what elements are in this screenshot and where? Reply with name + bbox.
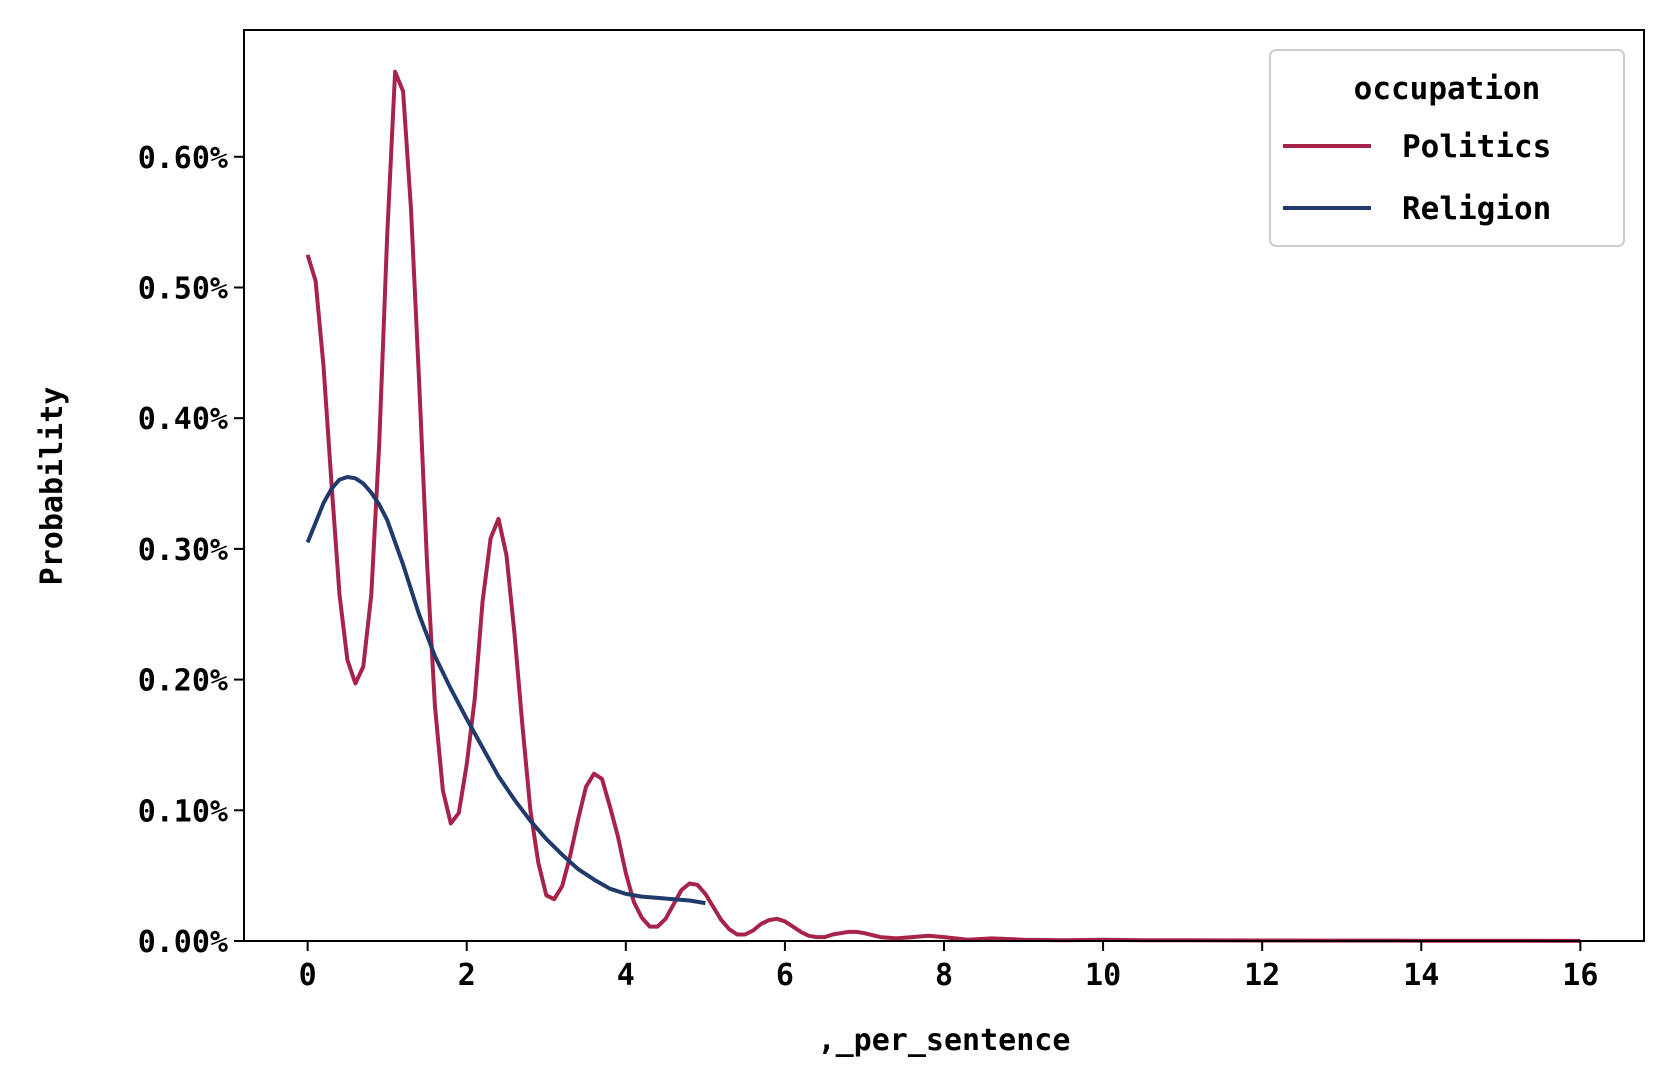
x-axis: 0 2 4 6 8 10 12 14 16 [299, 941, 1598, 993]
y-tick-label: 0.30% [138, 533, 228, 568]
y-axis-label: Probability [35, 387, 70, 586]
series-line-politics [305, 69, 1581, 943]
y-tick-label: 0.00% [138, 925, 228, 960]
x-tick-label: 8 [935, 958, 953, 993]
y-tick-label: 0.40% [138, 402, 228, 437]
y-axis: 0.00% 0.10% 0.20% 0.30% 0.40% 0.50% 0.60% [138, 141, 244, 960]
x-tick-label: 12 [1244, 958, 1280, 993]
legend-label-religion: Religion [1402, 191, 1551, 227]
x-tick-label: 16 [1562, 958, 1598, 993]
y-tick-label: 0.20% [138, 664, 228, 699]
y-tick-label: 0.60% [138, 141, 228, 176]
x-axis-label: ,_per_sentence [818, 1023, 1071, 1058]
x-tick-label: 10 [1085, 958, 1121, 993]
legend-label-politics: Politics [1402, 129, 1551, 165]
x-tick-label: 6 [776, 958, 794, 993]
y-tick-label: 0.50% [138, 271, 228, 306]
x-tick-label: 14 [1403, 958, 1439, 993]
series-layer [305, 69, 1581, 943]
legend: occupation Politics Religion [1269, 49, 1625, 247]
x-tick-label: 2 [458, 958, 476, 993]
y-tick-label: 0.10% [138, 794, 228, 829]
legend-box [1269, 49, 1625, 247]
legend-title: occupation [1354, 71, 1541, 107]
series-line-religion [305, 475, 706, 906]
x-tick-label: 4 [617, 958, 635, 993]
x-tick-label: 0 [299, 958, 317, 993]
